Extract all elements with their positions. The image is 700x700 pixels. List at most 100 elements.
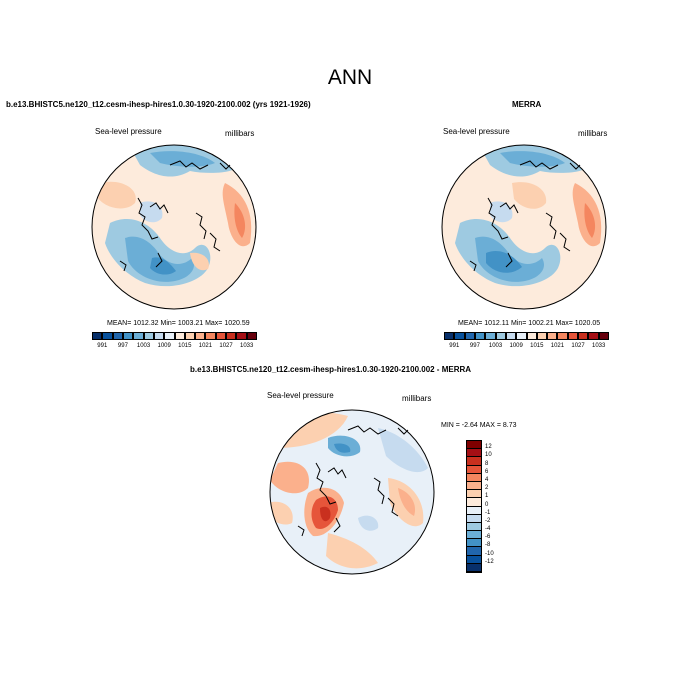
- polar-map-diff: [269, 409, 435, 575]
- colorbar-swatch: [143, 332, 154, 340]
- colorbar-swatch: [467, 498, 481, 507]
- colorbar-swatch: [133, 332, 144, 340]
- colorbar-swatch: [467, 555, 481, 564]
- colorbar-obs: [444, 332, 609, 340]
- colorbar-tick-label: 1015: [178, 343, 192, 349]
- colorbar-tick-label: 997: [117, 343, 128, 349]
- colorbar-tick-label: 1003: [136, 343, 151, 349]
- colorbar-tick-label: 1009: [157, 343, 171, 349]
- colorbar-tick-label: 997: [469, 343, 480, 349]
- colorbar-swatch: [215, 332, 227, 340]
- colorbar-model: [92, 332, 257, 340]
- colorbar-swatch: [195, 332, 206, 340]
- panel-title-model: b.e13.BHISTC5.ne120_t12.cesm-ihesp-hires…: [6, 100, 311, 109]
- colorbar-tick-label: 8: [485, 460, 489, 467]
- colorbar-swatch: [467, 481, 481, 491]
- colorbar-swatch: [474, 332, 486, 340]
- colorbar-swatch: [495, 332, 506, 340]
- colorbar-swatch: [516, 332, 527, 340]
- variable-label-diff: Sea-level pressure: [267, 391, 334, 400]
- colorbar-tick-label: 1021: [198, 343, 213, 349]
- colorbar-swatch: [467, 522, 481, 532]
- units-label-obs: millibars: [578, 129, 608, 138]
- colorbar-swatch: [122, 332, 134, 340]
- colorbar-swatch: [153, 332, 165, 340]
- variable-label-obs: Sea-level pressure: [443, 127, 510, 136]
- colorbar-swatch: [526, 332, 537, 340]
- colorbar-swatch: [184, 332, 196, 340]
- colorbar-swatch: [467, 531, 481, 540]
- colorbar-swatch: [547, 332, 558, 340]
- colorbar-swatch: [578, 332, 589, 340]
- colorbar-tick-label: 10: [485, 452, 492, 459]
- colorbar-tick-label: 1033: [592, 343, 606, 349]
- colorbar-swatch: [102, 332, 113, 340]
- colorbar-swatch: [588, 332, 599, 340]
- colorbar-tick-label: -1: [485, 509, 491, 516]
- colorbar-swatch: [467, 547, 481, 556]
- colorbar-swatch: [557, 332, 568, 340]
- colorbar-tick-label: 1021: [550, 343, 565, 349]
- colorbar-swatch: [485, 332, 496, 340]
- colorbar-tick-label: -12: [485, 558, 494, 565]
- polar-map-obs: [441, 144, 607, 310]
- colorbar-swatch: [464, 332, 475, 340]
- colorbar-swatch: [567, 332, 579, 340]
- units-label-diff: millibars: [402, 394, 432, 403]
- colorbar-tick-label: 1027: [219, 343, 233, 349]
- colorbar-swatch: [454, 332, 465, 340]
- stats-model: MEAN= 1012.32 Min= 1003.21 Max= 1020.59: [107, 320, 250, 327]
- colorbar-swatch: [246, 332, 257, 340]
- colorbar-swatch: [467, 441, 481, 450]
- colorbar-swatch: [174, 332, 185, 340]
- colorbar-tick-label: 1015: [530, 343, 544, 349]
- colorbar-swatch: [505, 332, 517, 340]
- units-label-model: millibars: [225, 129, 255, 138]
- colorbar-swatch: [205, 332, 216, 340]
- colorbar-swatch: [536, 332, 548, 340]
- colorbar-swatch: [598, 332, 609, 340]
- colorbar-swatch: [226, 332, 237, 340]
- colorbar-diff: [466, 440, 482, 573]
- stats-diff: MIN = -2.64 MAX = 8.73: [441, 422, 517, 429]
- colorbar-tick-label: -4: [485, 526, 491, 533]
- colorbar-swatch: [444, 332, 455, 340]
- colorbar-tick-label: -2: [485, 517, 491, 524]
- panel-title-diff: b.e13.BHISTC5.ne120_t12.cesm-ihesp-hires…: [190, 365, 472, 374]
- colorbar-tick-label: 1027: [571, 343, 585, 349]
- colorbar-swatch: [467, 563, 481, 572]
- colorbar-swatch: [92, 332, 103, 340]
- colorbar-tick-label: 1003: [488, 343, 503, 349]
- colorbar-tick-label: -8: [485, 542, 491, 549]
- variable-label-model: Sea-level pressure: [95, 127, 162, 136]
- colorbar-labels-model: 991 997 1003 1009 1015 1021 1027 1033: [92, 343, 257, 351]
- colorbar-labels-diff: 12 10 8 6 4 2 1 0 -1 -2 -4 -6 -8 -10 -12: [485, 440, 505, 573]
- colorbar-swatch: [467, 539, 481, 548]
- colorbar-tick-label: 991: [97, 343, 108, 349]
- colorbar-swatch: [467, 514, 481, 523]
- colorbar-swatch: [164, 332, 175, 340]
- colorbar-swatch: [112, 332, 123, 340]
- colorbar-tick-label: 2: [485, 485, 489, 492]
- colorbar-swatch: [467, 490, 481, 499]
- colorbar-tick-label: 991: [449, 343, 460, 349]
- colorbar-swatch: [467, 473, 481, 482]
- polar-map-model: [91, 144, 257, 310]
- stats-obs: MEAN= 1012.11 Min= 1002.21 Max= 1020.05: [458, 320, 601, 327]
- colorbar-swatch: [467, 465, 481, 474]
- colorbar-tick-label: 1009: [509, 343, 523, 349]
- panel-title-obs: MERRA: [512, 100, 542, 109]
- colorbar-tick-label: 12: [485, 444, 492, 451]
- colorbar-tick-label: 6: [485, 468, 489, 475]
- colorbar-tick-label: 1033: [240, 343, 254, 349]
- colorbar-tick-label: -10: [485, 550, 494, 557]
- colorbar-tick-label: 4: [485, 476, 489, 483]
- colorbar-labels-obs: 991 997 1003 1009 1015 1021 1027 1033: [444, 343, 609, 351]
- colorbar-tick-label: 1: [485, 493, 489, 500]
- colorbar-swatch: [467, 506, 481, 515]
- colorbar-swatch: [467, 457, 481, 466]
- colorbar-swatch: [467, 449, 481, 458]
- colorbar-tick-label: -6: [485, 534, 491, 541]
- colorbar-tick-label: 0: [485, 501, 489, 508]
- page-title: ANN: [327, 66, 373, 89]
